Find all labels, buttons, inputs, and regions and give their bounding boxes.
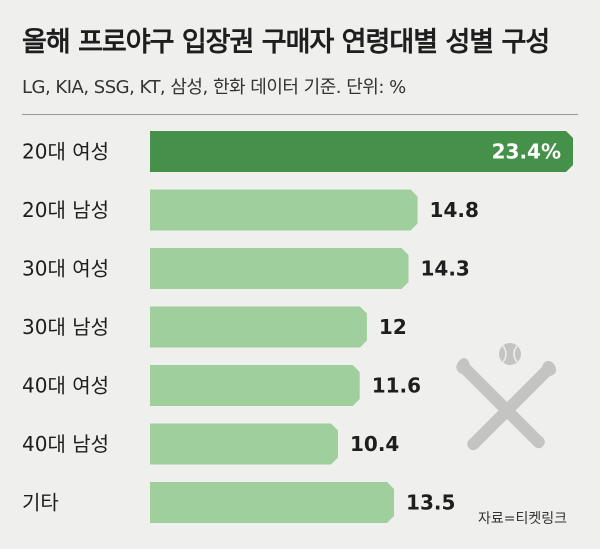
category-label: 40대 여성 bbox=[22, 374, 109, 398]
bar bbox=[150, 365, 360, 406]
value-label: 12 bbox=[379, 315, 407, 339]
category-label: 20대 남성 bbox=[22, 198, 109, 222]
source-note: 자료=티켓링크 bbox=[478, 511, 568, 527]
category-label: 40대 남성 bbox=[22, 432, 109, 456]
category-label: 30대 여성 bbox=[22, 257, 109, 281]
title-divider bbox=[22, 114, 578, 115]
value-label: 10.4 bbox=[350, 432, 399, 456]
value-label: 23.4% bbox=[492, 140, 561, 164]
value-label: 11.6 bbox=[372, 374, 421, 398]
bar bbox=[150, 306, 367, 348]
category-label: 기타 bbox=[22, 491, 59, 515]
bar bbox=[150, 423, 338, 465]
value-label: 13.5 bbox=[406, 491, 455, 515]
value-label: 14.3 bbox=[421, 257, 470, 281]
bar bbox=[150, 131, 573, 172]
baseball-icon bbox=[499, 343, 521, 365]
chart-subtitle: LG, KIA, SSG, KT, 삼성, 한화 데이터 기준. 단위: % bbox=[22, 77, 406, 98]
chart-title: 올해 프로야구 입장권 구매자 연령대별 성별 구성 bbox=[22, 27, 550, 58]
bar bbox=[150, 482, 395, 523]
bar bbox=[150, 189, 418, 231]
category-label: 30대 남성 bbox=[22, 315, 109, 339]
value-label: 14.8 bbox=[430, 198, 479, 222]
bar bbox=[150, 248, 409, 289]
category-label: 20대 여성 bbox=[22, 140, 109, 164]
baseball-bats-icon bbox=[456, 343, 557, 451]
